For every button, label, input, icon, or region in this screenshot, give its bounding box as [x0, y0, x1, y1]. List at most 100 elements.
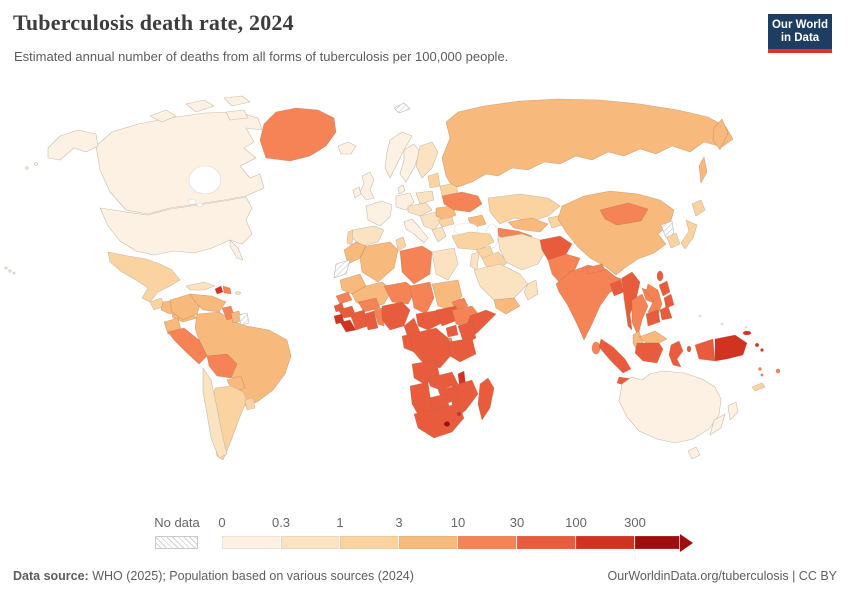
- country-poland[interactable]: [415, 190, 435, 205]
- country-madagascar[interactable]: [477, 377, 495, 421]
- country-solomon-islands[interactable]: [760, 348, 764, 352]
- legend-bin-30-100[interactable]: [517, 536, 576, 549]
- country-peru[interactable]: [167, 327, 208, 365]
- hawaii-islet[interactable]: [8, 269, 12, 273]
- country-fiji[interactable]: [775, 368, 781, 374]
- country-philippines-visayas[interactable]: [663, 293, 675, 309]
- country-france[interactable]: [365, 200, 393, 227]
- country-tanzania[interactable]: [447, 337, 477, 363]
- country-venezuela[interactable]: [189, 293, 227, 313]
- legend-bin-300+[interactable]: [635, 536, 680, 549]
- country-united-states-florida[interactable]: [229, 239, 244, 261]
- country-india[interactable]: [555, 264, 629, 341]
- country-dr-congo[interactable]: [409, 327, 453, 369]
- country-canada-arctic2[interactable]: [185, 99, 215, 113]
- country-saudi-arabia[interactable]: [473, 263, 529, 301]
- aleutian-islet[interactable]: [34, 162, 38, 166]
- country-new-zealand-south[interactable]: [709, 413, 726, 436]
- country-australia-tasmania[interactable]: [687, 446, 701, 460]
- country-burkina-faso[interactable]: [357, 297, 381, 313]
- country-solomon-islands[interactable]: [754, 342, 760, 348]
- country-canada-arctic3[interactable]: [223, 95, 251, 107]
- country-south-africa[interactable]: [413, 403, 465, 439]
- hawaii-islet[interactable]: [12, 271, 16, 275]
- country-lesotho[interactable]: [443, 421, 451, 427]
- country-alaska[interactable]: [47, 129, 99, 161]
- country-greece[interactable]: [431, 226, 447, 243]
- country-russia-sakhalin[interactable]: [698, 156, 708, 184]
- country-central-europe[interactable]: [407, 202, 433, 217]
- country-ghana[interactable]: [363, 310, 379, 331]
- country-russia[interactable]: [441, 98, 734, 188]
- country-papua-new-guinea[interactable]: [714, 334, 748, 362]
- country-bulgaria[interactable]: [437, 216, 455, 228]
- country-cuba[interactable]: [185, 281, 216, 291]
- country-philippines-mindanao[interactable]: [659, 305, 673, 321]
- legend-bin-100-300[interactable]: [576, 536, 635, 549]
- country-russia-kamchatka[interactable]: [712, 118, 729, 151]
- country-ukraine[interactable]: [441, 191, 483, 213]
- country-myanmar[interactable]: [621, 271, 641, 331]
- footer-link[interactable]: OurWorldinData.org/tuberculosis | CC BY: [607, 569, 838, 583]
- country-philippines-luzon[interactable]: [658, 280, 671, 297]
- country-turkey[interactable]: [451, 231, 495, 251]
- country-united-kingdom[interactable]: [359, 171, 375, 201]
- country-italy[interactable]: [403, 218, 429, 244]
- country-vanuatu[interactable]: [758, 367, 762, 371]
- country-baltic-states[interactable]: [427, 172, 441, 189]
- country-french-guiana[interactable]: [238, 312, 250, 326]
- country-puerto-rico[interactable]: [235, 291, 241, 295]
- country-algeria[interactable]: [359, 241, 399, 283]
- country-norway[interactable]: [384, 131, 413, 179]
- country-balkans[interactable]: [419, 211, 443, 231]
- country-zambia[interactable]: [427, 371, 459, 391]
- legend-bin-3-10[interactable]: [399, 536, 458, 549]
- country-indonesia-sumatra[interactable]: [598, 338, 632, 374]
- country-canada[interactable]: [95, 111, 265, 215]
- legend-bin-1-3[interactable]: [340, 536, 399, 549]
- country-iran[interactable]: [497, 233, 547, 271]
- country-svalbard[interactable]: [393, 102, 411, 114]
- country-israel-jordan[interactable]: [469, 251, 480, 271]
- country-central-african-republic[interactable]: [415, 309, 445, 331]
- country-japan-hokkaido[interactable]: [691, 199, 706, 217]
- country-bolivia[interactable]: [206, 353, 238, 379]
- country-new-caledonia[interactable]: [751, 382, 766, 392]
- country-uruguay[interactable]: [244, 397, 256, 411]
- legend-bin-10-30[interactable]: [458, 536, 517, 549]
- country-canada-arctic4[interactable]: [225, 109, 249, 121]
- country-indonesia-maluku[interactable]: [686, 345, 692, 353]
- country-south-korea[interactable]: [666, 232, 681, 249]
- country-ireland[interactable]: [352, 186, 362, 199]
- country-png-new-britain[interactable]: [742, 330, 752, 336]
- country-united-states[interactable]: [99, 196, 253, 256]
- country-egypt[interactable]: [431, 247, 459, 281]
- country-tunisia[interactable]: [395, 236, 407, 252]
- country-sweden[interactable]: [399, 143, 421, 183]
- aleutian-islet[interactable]: [25, 166, 29, 170]
- country-mexico[interactable]: [107, 251, 181, 303]
- country-indonesia-kalimantan[interactable]: [634, 342, 664, 364]
- country-new-zealand-north[interactable]: [727, 401, 739, 421]
- country-togo-benin[interactable]: [373, 307, 385, 327]
- country-indonesia-papua[interactable]: [694, 338, 716, 362]
- country-eswatini[interactable]: [456, 411, 462, 417]
- hawaii-islet[interactable]: [4, 266, 8, 270]
- country-haiti[interactable]: [214, 285, 224, 295]
- country-uzbekistan[interactable]: [507, 217, 549, 233]
- country-finland[interactable]: [415, 141, 439, 179]
- country-portugal[interactable]: [346, 229, 354, 246]
- country-japan-honshu[interactable]: [680, 219, 698, 250]
- country-chile[interactable]: [202, 367, 228, 459]
- country-dominican-republic[interactable]: [222, 285, 232, 295]
- country-yemen[interactable]: [493, 297, 521, 315]
- country-indonesia-sulawesi[interactable]: [668, 340, 684, 368]
- country-mongolia[interactable]: [599, 202, 649, 226]
- country-libya[interactable]: [399, 245, 433, 285]
- country-sri-lanka[interactable]: [591, 341, 601, 355]
- legend-bin-0-0.3[interactable]: [222, 536, 281, 549]
- country-uganda[interactable]: [445, 324, 459, 338]
- country-iceland[interactable]: [337, 141, 357, 155]
- country-greenland[interactable]: [259, 107, 337, 162]
- country-nepal[interactable]: [585, 263, 606, 275]
